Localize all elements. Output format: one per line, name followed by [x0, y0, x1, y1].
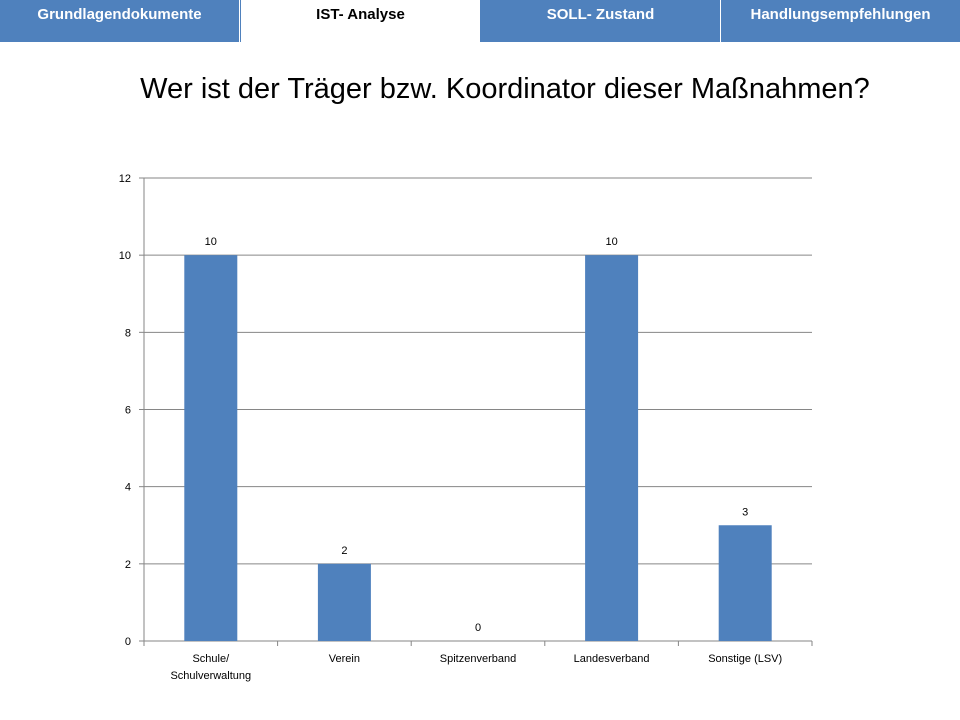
x-tick-label: Spitzenverband — [440, 653, 516, 665]
bar — [585, 255, 639, 641]
data-label: 0 — [475, 622, 481, 634]
y-tick-label: 2 — [125, 559, 131, 571]
tab-grundlagendokumente[interactable]: Grundlagendokumente — [0, 0, 240, 42]
x-tick-label: Schulverwaltung — [170, 670, 251, 682]
y-tick-label: 10 — [119, 250, 131, 262]
y-tick-label: 8 — [125, 327, 131, 339]
y-tick-label: 6 — [125, 405, 131, 417]
x-tick-label: Landesverband — [574, 653, 650, 665]
y-tick-label: 4 — [125, 482, 131, 494]
x-tick-label: Verein — [329, 653, 360, 665]
slide-title: Wer ist der Träger bzw. Koordinator dies… — [140, 73, 870, 105]
y-tick-label: 0 — [125, 636, 131, 648]
tab-handlungsempfehlungen[interactable]: Handlungsempfehlungen — [721, 0, 960, 42]
data-label: 10 — [205, 236, 217, 248]
tab-ist-analyse[interactable]: IST- Analyse — [240, 0, 481, 42]
data-label: 10 — [605, 236, 617, 248]
data-label: 3 — [742, 506, 748, 518]
bar — [317, 563, 371, 641]
bar — [718, 525, 772, 641]
y-tick-label: 12 — [119, 173, 131, 185]
tab-bar: Grundlagendokumente IST- Analyse SOLL- Z… — [0, 0, 960, 42]
x-tick-label: Sonstige (LSV) — [708, 653, 782, 665]
tab-soll-zustand[interactable]: SOLL- Zustand — [481, 0, 721, 42]
x-tick-label: Schule/ — [192, 653, 230, 665]
data-label: 2 — [341, 545, 347, 557]
bar — [184, 255, 238, 641]
